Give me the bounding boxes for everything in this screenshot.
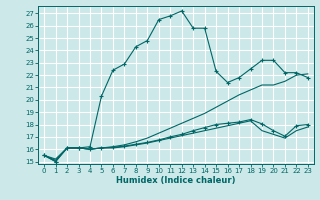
X-axis label: Humidex (Indice chaleur): Humidex (Indice chaleur) (116, 176, 236, 185)
